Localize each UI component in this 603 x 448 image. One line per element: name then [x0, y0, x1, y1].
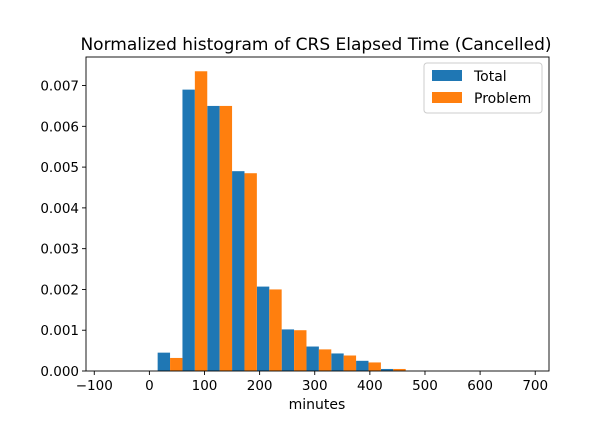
bar-total-0 — [157, 352, 171, 371]
legend-label-problem: Problem — [474, 91, 531, 107]
bar-total-6 — [306, 346, 319, 371]
x-tick-label: 100 — [192, 378, 218, 394]
legend-swatch-total — [432, 70, 462, 81]
legend: Total Problem — [423, 62, 543, 114]
bar-problem-7 — [343, 355, 357, 371]
y-tick-label: 0.006 — [40, 119, 79, 135]
y-tick-label: 0.001 — [40, 323, 79, 339]
x-tick-label: 300 — [302, 378, 328, 394]
x-tick-label: 700 — [522, 378, 548, 394]
bar-total-2 — [207, 105, 220, 371]
x-tick-label: 400 — [357, 378, 383, 394]
bar-total-8 — [356, 360, 369, 371]
bar-total-4 — [256, 286, 270, 371]
legend-swatch-problem — [432, 92, 462, 103]
x-tick-label: 0 — [145, 378, 154, 394]
bar-problem-1 — [194, 71, 208, 372]
plot-frame — [85, 56, 550, 372]
x-tick-label: 600 — [467, 378, 493, 394]
y-tick-label: 0.000 — [40, 364, 79, 380]
y-axis: 0.000 0.001 0.002 0.003 0.004 0.005 0.006 0.007 — [40, 79, 86, 380]
y-tick-label: 0.003 — [40, 242, 79, 258]
bar-total-5 — [281, 329, 295, 371]
bar-total-3 — [232, 171, 245, 371]
x-tick-label: −100 — [76, 378, 113, 394]
x-axis-label: minutes — [289, 397, 346, 413]
bar-problem-4 — [269, 289, 282, 371]
y-tick-label: 0.005 — [40, 160, 79, 176]
bars-layer — [157, 71, 406, 372]
bar-problem-6 — [318, 349, 332, 371]
y-tick-label: 0.007 — [40, 79, 79, 95]
bar-problem-8 — [368, 362, 381, 371]
x-tick-label: 200 — [247, 378, 273, 394]
bar-total-9 — [380, 368, 394, 371]
legend-label-total: Total — [473, 69, 507, 85]
bar-problem-0 — [170, 357, 183, 371]
x-tick-label: 500 — [412, 378, 438, 394]
y-tick-label: 0.002 — [40, 282, 79, 298]
bar-problem-9 — [393, 368, 406, 371]
bar-problem-5 — [294, 330, 307, 371]
bar-total-7 — [331, 353, 344, 371]
bar-problem-2 — [219, 105, 233, 371]
y-tick-label: 0.004 — [40, 201, 79, 217]
bar-problem-3 — [244, 173, 257, 371]
chart-title: Normalized histogram of CRS Elapsed Time… — [80, 35, 551, 55]
x-axis: −100 0 100 200 300 400 500 600 700 — [76, 371, 548, 394]
bar-total-1 — [182, 89, 195, 372]
